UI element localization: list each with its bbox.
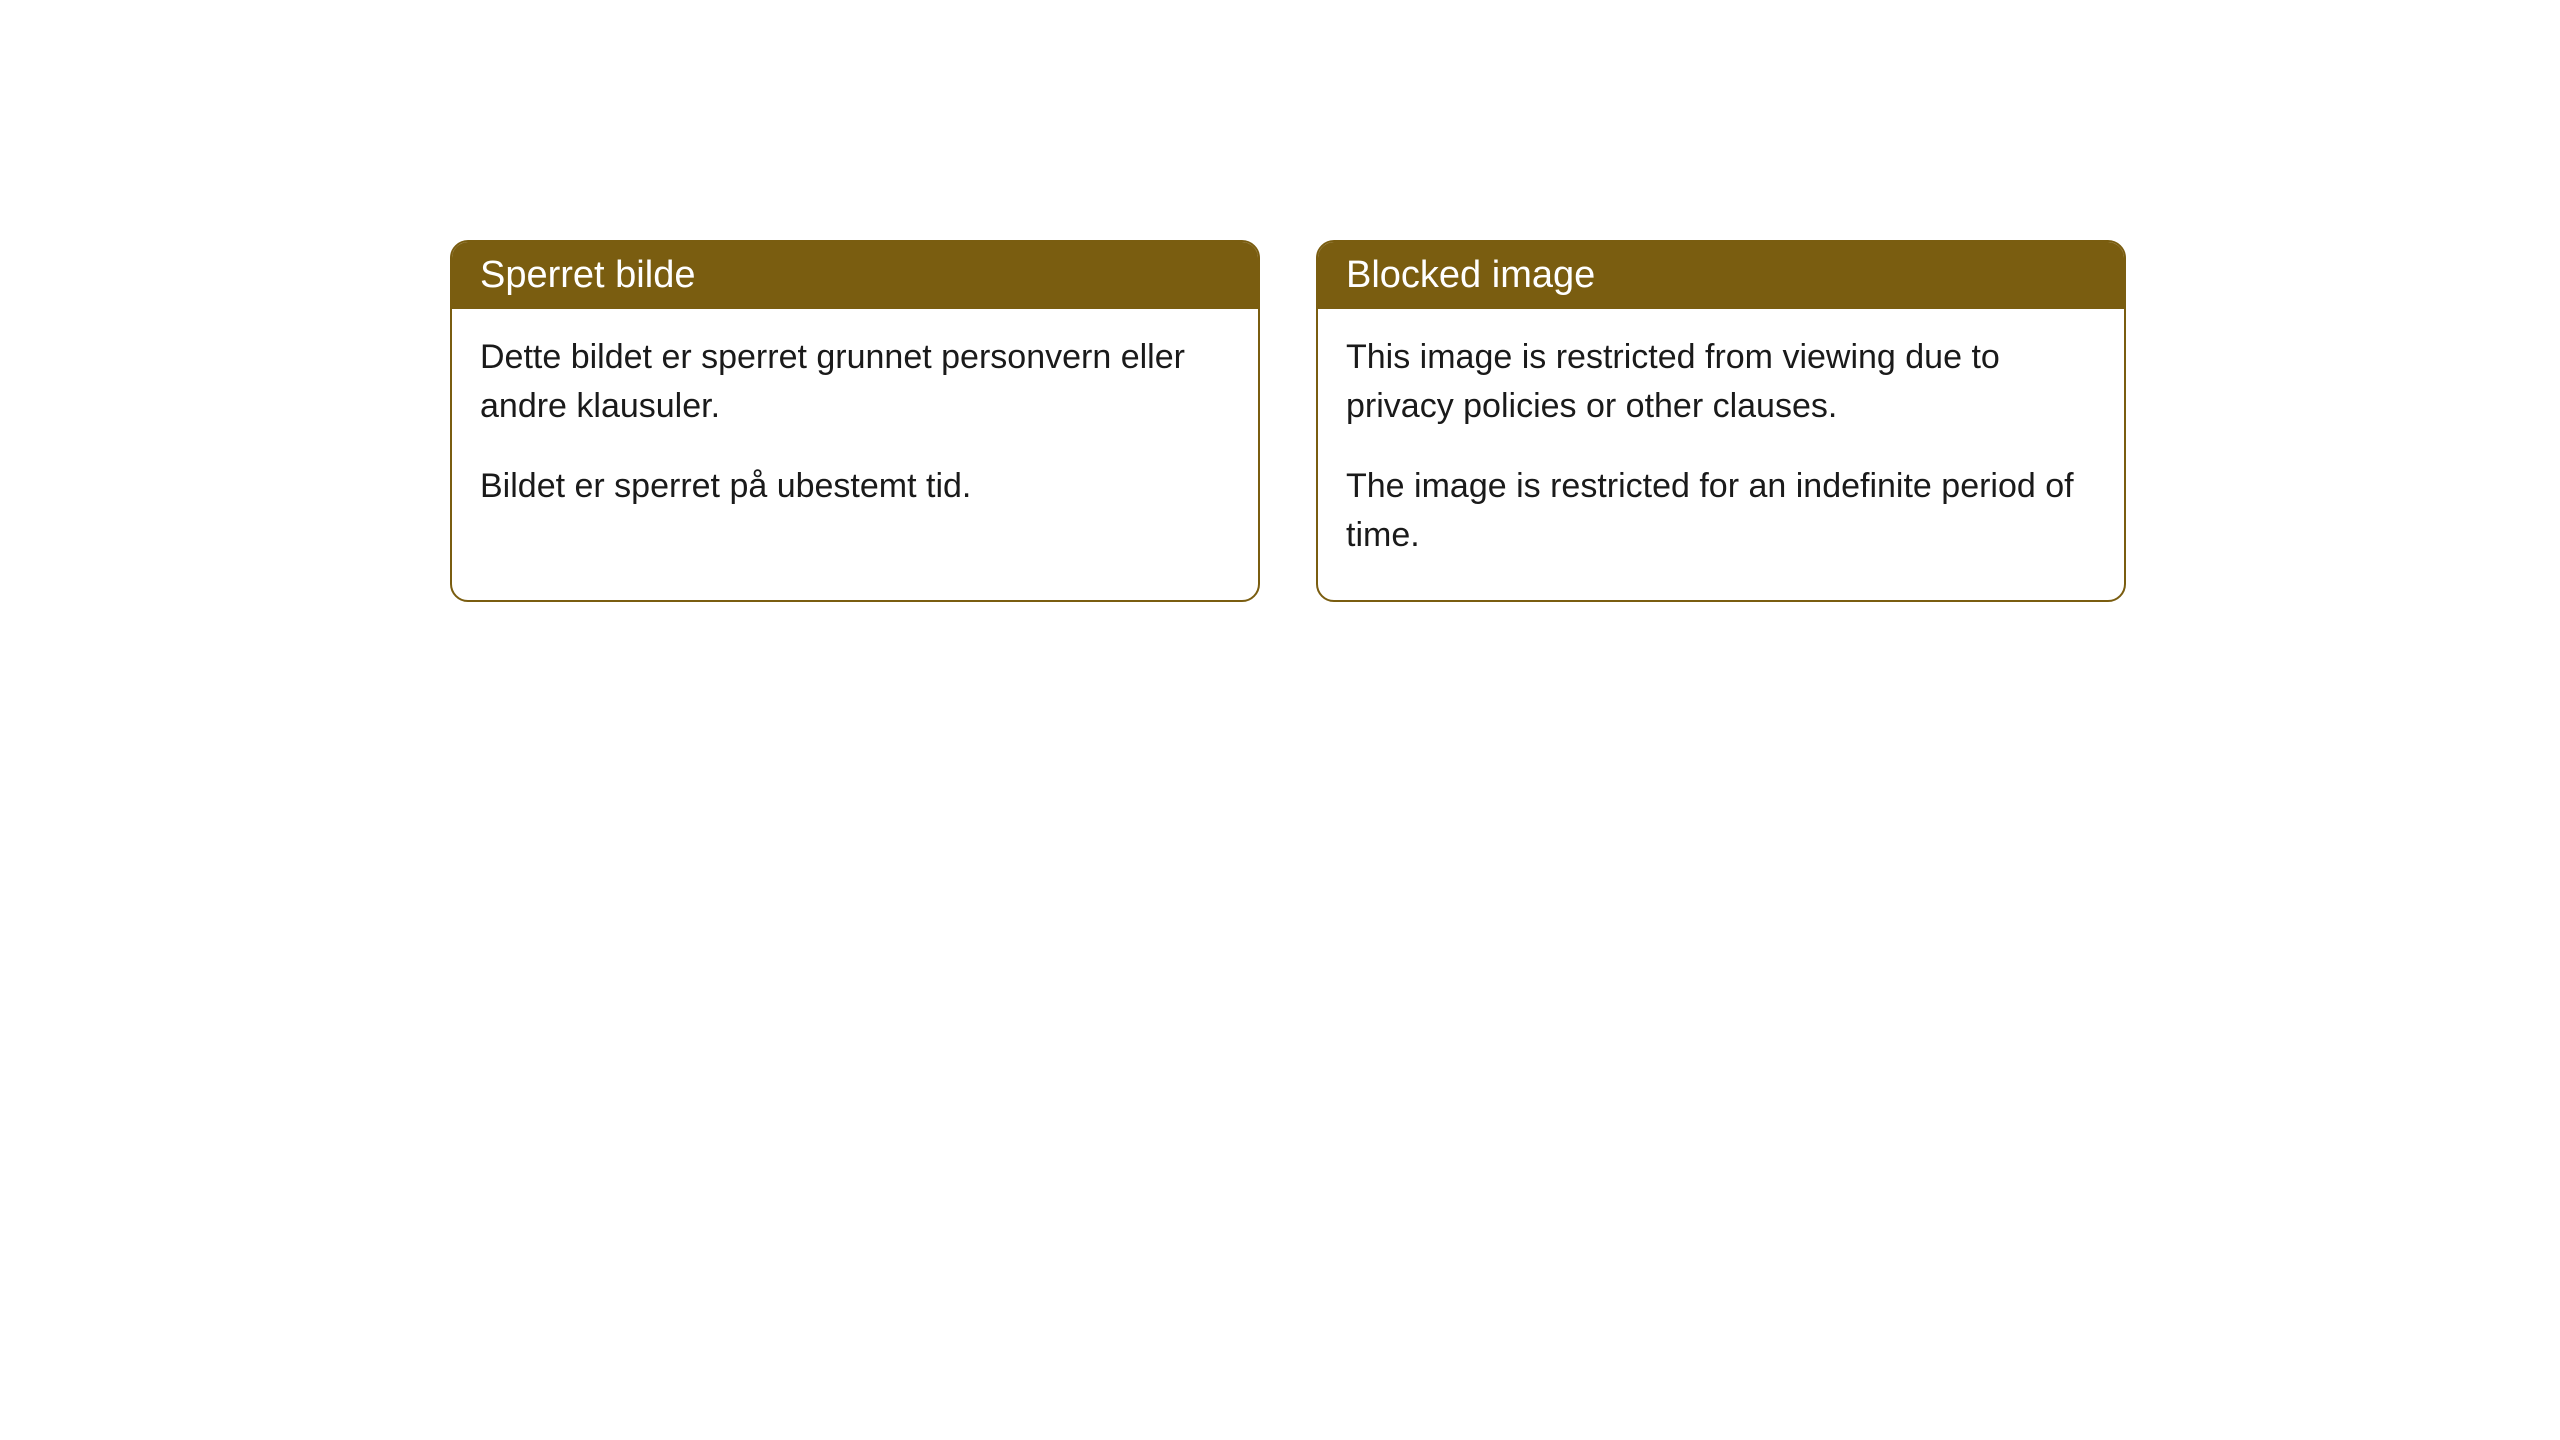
card-header: Blocked image	[1318, 242, 2124, 309]
card-body: This image is restricted from viewing du…	[1318, 309, 2124, 600]
card-body: Dette bildet er sperret grunnet personve…	[452, 309, 1258, 551]
card-paragraph: The image is restricted for an indefinit…	[1346, 462, 2096, 561]
card-header: Sperret bilde	[452, 242, 1258, 309]
blocked-image-card-norwegian: Sperret bilde Dette bildet er sperret gr…	[450, 240, 1260, 602]
card-paragraph: Dette bildet er sperret grunnet personve…	[480, 333, 1230, 432]
info-cards-container: Sperret bilde Dette bildet er sperret gr…	[450, 240, 2560, 602]
card-title: Blocked image	[1346, 254, 1595, 296]
card-title: Sperret bilde	[480, 254, 695, 296]
blocked-image-card-english: Blocked image This image is restricted f…	[1316, 240, 2126, 602]
card-paragraph: This image is restricted from viewing du…	[1346, 333, 2096, 432]
card-paragraph: Bildet er sperret på ubestemt tid.	[480, 462, 1230, 511]
